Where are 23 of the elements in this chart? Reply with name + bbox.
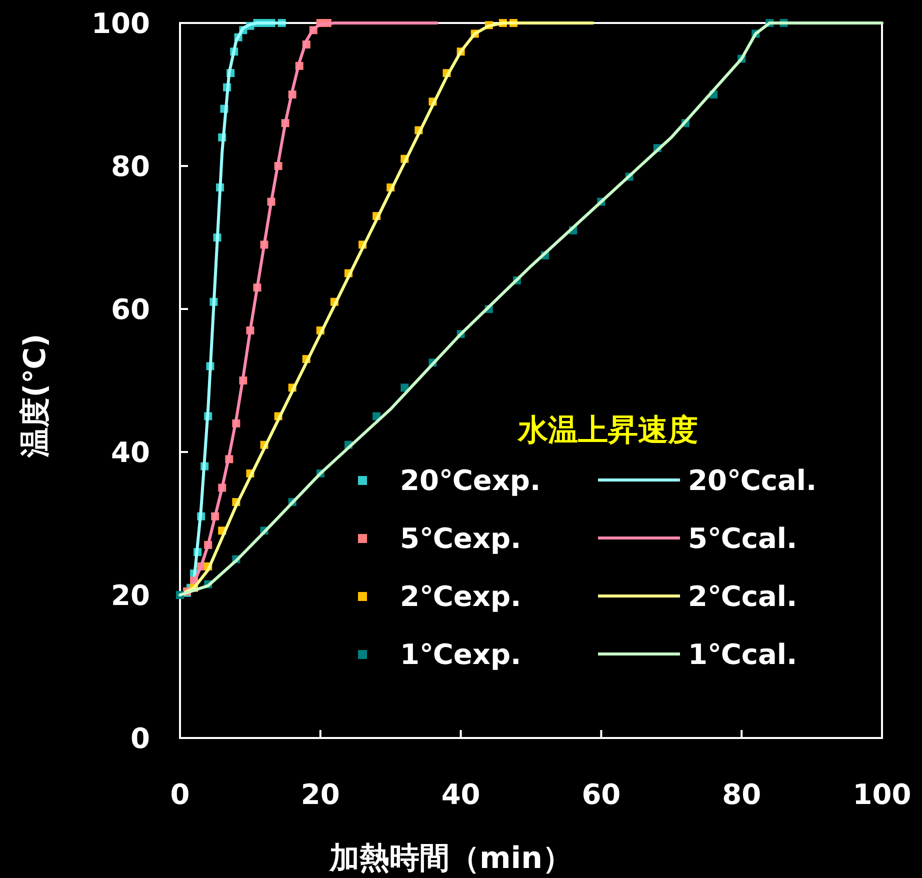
y-tick-label: 100 bbox=[92, 7, 150, 40]
y-tick-label: 80 bbox=[111, 150, 150, 183]
x-tick-label: 80 bbox=[722, 778, 762, 811]
x-axis-title: 加熱時間（min） bbox=[328, 841, 572, 876]
legend-label: 5℃exp. bbox=[400, 522, 522, 555]
y-tick-label: 40 bbox=[111, 436, 150, 469]
legend-label: 2℃cal. bbox=[688, 580, 798, 613]
x-tick-label: 60 bbox=[582, 778, 621, 811]
legend-label: 5℃cal. bbox=[688, 522, 798, 555]
x-tick-label: 40 bbox=[441, 778, 480, 811]
y-tick-label: 20 bbox=[111, 579, 150, 612]
legend-label: 20℃exp. bbox=[400, 464, 541, 497]
y-tick-label: 60 bbox=[111, 293, 150, 326]
y-tick-label: 0 bbox=[130, 722, 150, 755]
legend-label: 2℃exp. bbox=[400, 580, 522, 613]
legend-title: 水温上昇速度 bbox=[517, 413, 698, 448]
x-tick-label: 0 bbox=[170, 778, 190, 811]
legend-label: 20℃cal. bbox=[688, 464, 817, 497]
x-tick-label: 20 bbox=[300, 778, 340, 811]
x-tick-label: 100 bbox=[852, 778, 912, 811]
y-axis-title: 温度(℃) bbox=[18, 334, 53, 458]
legend-label: 1℃cal. bbox=[688, 638, 798, 671]
legend-label: 1℃exp. bbox=[400, 638, 522, 671]
